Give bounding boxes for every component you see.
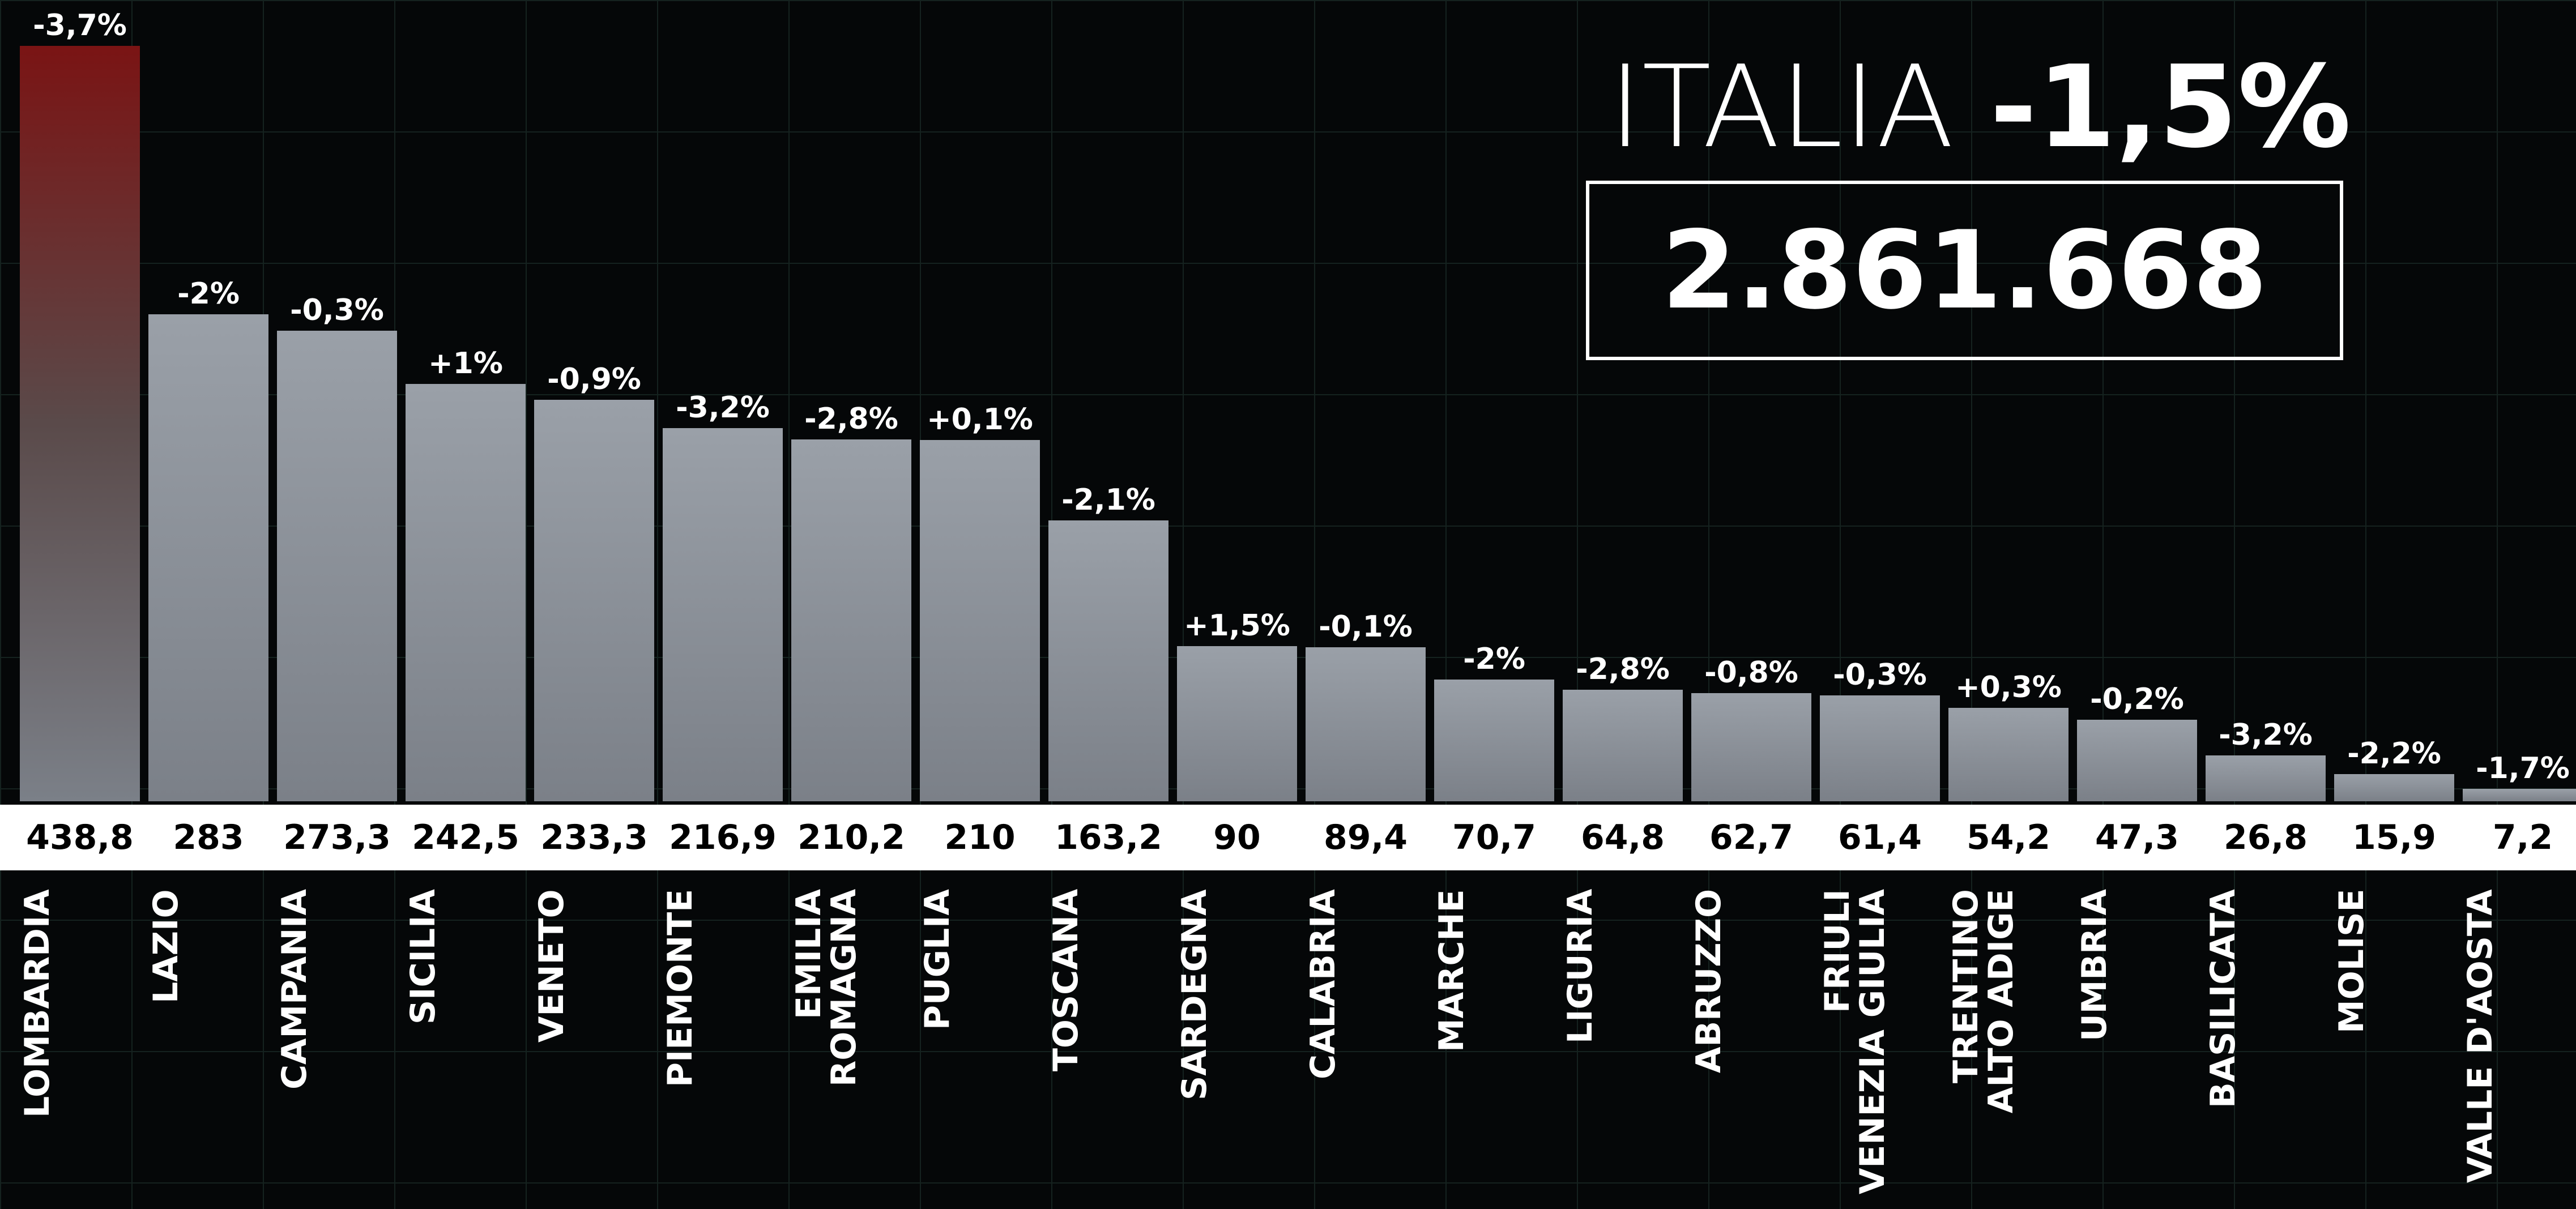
bar bbox=[920, 439, 1040, 801]
bar bbox=[20, 46, 140, 801]
value-label: 242,5 bbox=[412, 818, 519, 857]
change-label: -3,2% bbox=[676, 390, 770, 425]
value-label: 163,2 bbox=[1055, 818, 1162, 857]
category-label: LOMBARDIA bbox=[18, 889, 57, 1118]
category-label: UMBRIA bbox=[2075, 889, 2114, 1042]
bar bbox=[1820, 695, 1940, 801]
bar bbox=[2334, 774, 2454, 801]
change-label: -2,1% bbox=[1061, 482, 1155, 517]
category-label: CAMPANIA bbox=[275, 889, 314, 1090]
change-label: -2% bbox=[1463, 642, 1525, 677]
headline-label: ITALIA bbox=[1609, 41, 1954, 173]
value-strip bbox=[0, 805, 2576, 870]
bar bbox=[1948, 708, 2069, 801]
value-label: 273,3 bbox=[283, 818, 391, 857]
value-label: 54,2 bbox=[1966, 818, 2051, 857]
value-label: 61,4 bbox=[1837, 818, 1922, 857]
change-label: -2% bbox=[177, 276, 240, 311]
category-label: EMILIA ROMAGNA bbox=[789, 889, 864, 1087]
value-label: 7,2 bbox=[2492, 818, 2553, 857]
change-label: -2,8% bbox=[1576, 652, 1670, 686]
bar bbox=[663, 428, 783, 801]
category-label: SARDEGNA bbox=[1175, 889, 1214, 1100]
category-label: TRENTINO ALTO ADIGE bbox=[1946, 889, 2021, 1114]
bar bbox=[1563, 690, 1683, 801]
category-label: SICILIA bbox=[403, 889, 443, 1024]
change-label: -0,3% bbox=[290, 293, 384, 328]
change-label: -0,8% bbox=[1704, 656, 1798, 690]
bar bbox=[277, 331, 397, 801]
bar bbox=[2206, 755, 2326, 801]
bar bbox=[1691, 693, 1811, 801]
change-label: -2,8% bbox=[804, 401, 898, 436]
change-label: +0,1% bbox=[927, 402, 1033, 437]
total-box: 2.861.668 bbox=[1586, 181, 2343, 360]
change-label: -2,2% bbox=[2347, 736, 2441, 771]
change-label: +1% bbox=[428, 346, 503, 381]
change-label: -0,2% bbox=[2090, 682, 2184, 717]
bar bbox=[1306, 647, 1426, 801]
category-label: PUGLIA bbox=[918, 889, 957, 1030]
value-label: 26,8 bbox=[2223, 818, 2308, 857]
value-label: 438,8 bbox=[26, 818, 134, 857]
bar bbox=[1177, 646, 1297, 801]
category-label: LAZIO bbox=[146, 889, 186, 1003]
bar bbox=[1434, 680, 1554, 801]
category-label: BASILICATA bbox=[2203, 889, 2243, 1108]
value-label: 210 bbox=[944, 818, 1016, 857]
bar bbox=[534, 399, 654, 801]
change-label: -3,2% bbox=[2219, 717, 2313, 752]
bar bbox=[791, 439, 911, 801]
change-label: -0,9% bbox=[547, 362, 641, 396]
category-label: LIGURIA bbox=[1560, 889, 1600, 1044]
value-label: 210,2 bbox=[797, 818, 905, 857]
change-label: -1,7% bbox=[2476, 751, 2570, 786]
bar bbox=[1048, 520, 1168, 801]
category-label: PIEMONTE bbox=[660, 889, 700, 1088]
value-label: 233,3 bbox=[540, 818, 648, 857]
category-label: MARCHE bbox=[1432, 889, 1472, 1052]
value-label: 47,3 bbox=[2095, 818, 2180, 857]
headline-change: -1,5% bbox=[1990, 41, 2351, 173]
value-label: 15,9 bbox=[2352, 818, 2437, 857]
category-label: ABRUZZO bbox=[1689, 889, 1729, 1074]
headline: ITALIA -1,5% bbox=[1609, 45, 2351, 170]
value-label: 62,7 bbox=[1709, 818, 1794, 857]
category-label: TOSCANA bbox=[1046, 889, 1086, 1072]
value-label: 64,8 bbox=[1580, 818, 1665, 857]
category-label: CALABRIA bbox=[1303, 889, 1343, 1079]
value-label: 89,4 bbox=[1323, 818, 1408, 857]
value-label: 283 bbox=[173, 818, 244, 857]
value-label: 216,9 bbox=[669, 818, 777, 857]
bar bbox=[406, 383, 526, 801]
change-label: +0,3% bbox=[1955, 670, 2062, 705]
change-label: -0,1% bbox=[1319, 610, 1413, 644]
value-label: 70,7 bbox=[1452, 818, 1537, 857]
bar bbox=[2463, 789, 2576, 801]
category-label: VENETO bbox=[532, 889, 572, 1043]
change-label: -0,3% bbox=[1833, 658, 1927, 693]
change-label: +1,5% bbox=[1184, 609, 1290, 643]
category-label: FRIULI VENEZIA GIULIA bbox=[1818, 889, 1892, 1195]
bar bbox=[148, 314, 268, 801]
value-label: 90 bbox=[1213, 818, 1261, 857]
category-label: VALLE D'AOSTA bbox=[2460, 889, 2500, 1183]
change-label: -3,7% bbox=[33, 8, 127, 42]
category-label: MOLISE bbox=[2332, 889, 2372, 1034]
bar bbox=[2077, 720, 2197, 801]
